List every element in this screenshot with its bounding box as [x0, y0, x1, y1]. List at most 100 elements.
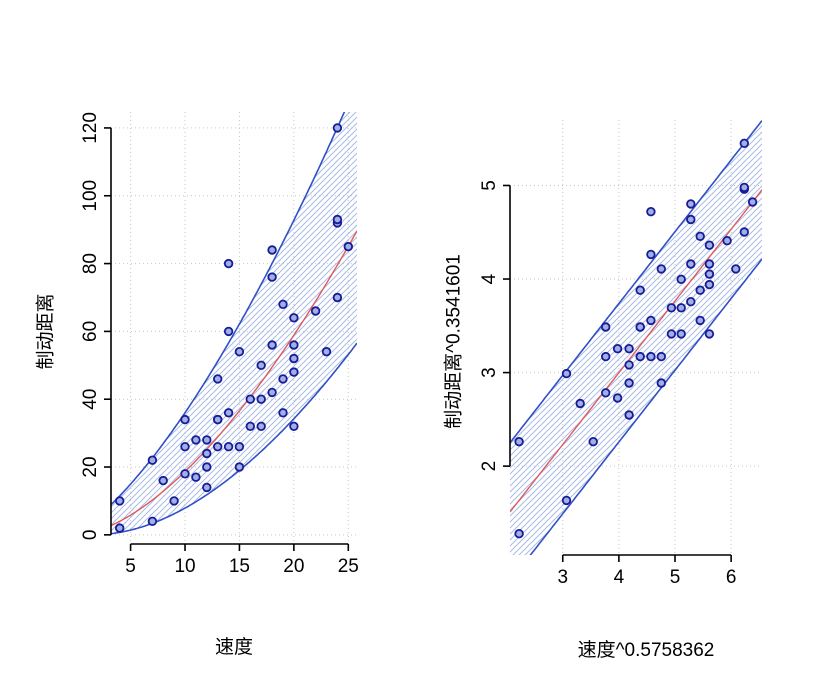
y-tick-label: 40 [80, 389, 101, 410]
data-point [212, 414, 223, 425]
data-point [114, 523, 125, 533]
x-tick-label: 25 [338, 556, 359, 577]
data-point [202, 462, 212, 472]
x-tick-label: 15 [229, 556, 250, 577]
data-point [601, 388, 611, 398]
right-scatter-panel: 3 4 5 6 2 3 4 5 [479, 120, 762, 588]
data-point [223, 258, 234, 269]
data-point [624, 344, 634, 354]
data-point [686, 297, 696, 307]
data-point [624, 410, 634, 420]
data-point [676, 303, 686, 313]
data-point [704, 269, 715, 279]
data-point [278, 374, 288, 384]
data-point [731, 264, 741, 274]
data-point [180, 442, 190, 452]
left-scatter-panel: 5 10 15 20 25 0 20 40 60 80 100 120 [80, 112, 359, 577]
band-lower-boundary [529, 258, 762, 555]
y-tick-label: 2 [479, 461, 500, 472]
data-point [223, 442, 234, 452]
data-point [234, 347, 245, 357]
data-point [695, 315, 705, 326]
data-point [267, 272, 277, 282]
data-point [332, 123, 343, 133]
data-point [278, 299, 288, 309]
data-point [635, 285, 645, 295]
data-point [202, 482, 212, 493]
x-tick-label: 3 [557, 567, 568, 588]
data-point [666, 329, 677, 339]
data-point [147, 516, 158, 526]
y-tick-label: 4 [479, 273, 500, 284]
axes: 3 4 5 6 2 3 4 5 [479, 180, 736, 588]
data-points [514, 138, 758, 539]
data-point [289, 367, 299, 377]
right-x-axis-title: 速度^0.5758362 [577, 640, 715, 661]
left-x-axis-title: 速度 [214, 637, 253, 658]
data-point [289, 421, 299, 431]
data-point [267, 245, 277, 255]
data-point [278, 408, 288, 418]
data-point [704, 279, 715, 290]
data-point [289, 340, 299, 350]
data-point [612, 393, 623, 403]
data-point [624, 360, 634, 370]
data-point [686, 199, 696, 209]
data-point [601, 322, 611, 332]
data-point [234, 462, 245, 472]
data-point [514, 437, 524, 447]
data-point [646, 315, 656, 326]
data-point [635, 351, 645, 362]
data-point [561, 495, 572, 506]
data-point [343, 241, 353, 252]
data-point [245, 421, 255, 431]
data-point [704, 329, 715, 339]
y-tick-label: 20 [80, 456, 101, 477]
data-point [635, 322, 645, 332]
data-point [514, 529, 524, 539]
data-point [256, 394, 266, 404]
y-tick-label: 5 [479, 180, 500, 191]
data-point [624, 378, 634, 388]
data-point [180, 414, 190, 425]
data-point [256, 360, 266, 370]
data-point [561, 368, 572, 379]
data-point [191, 472, 201, 482]
data-point [191, 435, 201, 445]
x-tick-label: 5 [125, 556, 136, 577]
y-tick-label: 120 [80, 112, 101, 144]
data-point [289, 353, 299, 364]
data-point [147, 455, 158, 465]
data-point [686, 259, 696, 269]
band-upper-boundary [510, 120, 762, 444]
x-tick-label: 10 [174, 556, 195, 577]
data-point [656, 264, 666, 274]
data-point [575, 398, 585, 409]
data-point [212, 442, 223, 452]
data-point [588, 437, 598, 447]
y-tick-label: 60 [80, 321, 101, 342]
data-point [739, 138, 749, 148]
data-point [695, 285, 705, 295]
right-y-axis-title: 制动距离^0.3541601 [443, 254, 465, 429]
x-tick-label: 20 [283, 556, 304, 577]
data-point [612, 344, 623, 354]
data-point [332, 292, 343, 303]
data-point [676, 329, 686, 339]
data-point [656, 378, 666, 388]
data-point [202, 435, 212, 445]
y-tick-label: 0 [80, 530, 101, 541]
data-point [180, 469, 190, 479]
data-point [289, 313, 299, 323]
data-point [234, 442, 245, 452]
x-tick-label: 4 [614, 567, 625, 588]
data-point [202, 448, 212, 459]
x-tick-label: 6 [726, 567, 737, 588]
data-point [747, 197, 758, 207]
data-point [739, 227, 749, 237]
data-point [739, 182, 749, 193]
data-point [676, 274, 686, 284]
data-point [212, 374, 223, 384]
